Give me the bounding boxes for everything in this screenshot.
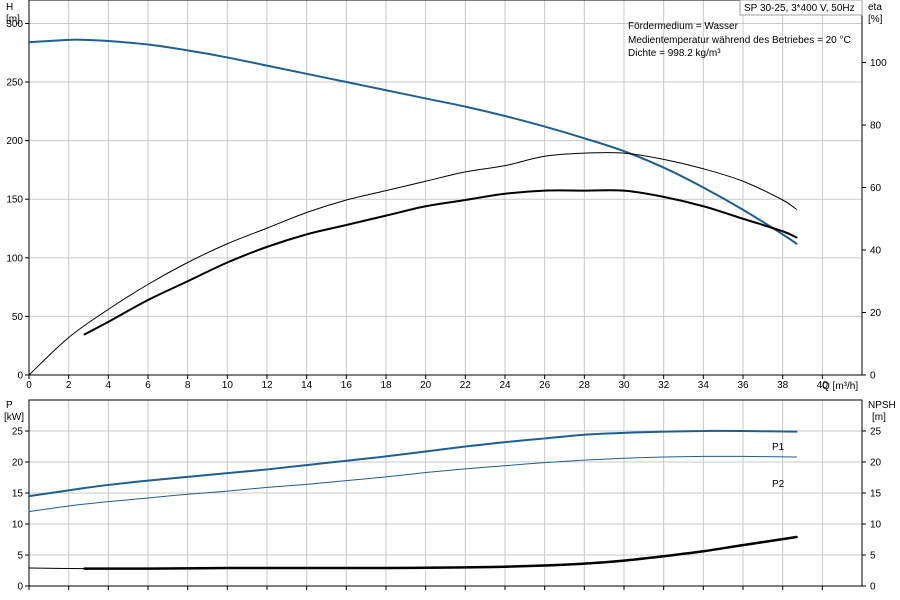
bottom-chart-ticks: 0 5 10 15 20 25 0 5 10 15 20 25 xyxy=(12,427,882,593)
top-right-tick-label-80: 80 xyxy=(870,121,882,132)
top-left-tick-label-150: 150 xyxy=(6,195,23,206)
bottom-left-tick-label-10: 10 xyxy=(12,520,24,531)
x-tick-label-6: 6 xyxy=(145,380,151,391)
bottom-right-tick-label-15: 15 xyxy=(870,489,882,500)
top-chart-series xyxy=(28,38,798,376)
head-axis-unit: [m] xyxy=(6,14,20,25)
flow-axis-title: Q [m³/h] xyxy=(822,381,858,392)
product-badge-box xyxy=(739,0,863,16)
npsh-axis-unit: [m] xyxy=(872,412,886,423)
top-left-tick-label-0: 0 xyxy=(17,371,23,382)
power-axis-unit: [kW] xyxy=(4,412,24,423)
bottom-right-tick-label-20: 20 xyxy=(870,458,882,469)
x-tick-label-20: 20 xyxy=(420,380,432,391)
top-series-line-1 xyxy=(28,152,798,376)
x-tick-label-26: 26 xyxy=(539,380,551,391)
top-left-tick-label-200: 200 xyxy=(6,136,23,147)
top-chart-grid xyxy=(29,0,862,375)
x-tick-label-32: 32 xyxy=(658,380,670,391)
head-axis-title: H xyxy=(6,2,13,13)
info-line-medium: Fördermedium = Wasser xyxy=(628,21,739,32)
x-tick-label-4: 4 xyxy=(106,380,112,391)
info-line-temperature: Medientemperatur während des Betriebes =… xyxy=(628,35,851,46)
x-tick-label-34: 34 xyxy=(698,380,710,391)
x-tick-label-12: 12 xyxy=(261,380,273,391)
top-right-tick-label-60: 60 xyxy=(870,183,882,194)
info-line-density: Dichte = 998.2 kg/m³ xyxy=(628,48,721,59)
bottom-left-tick-label-0: 0 xyxy=(17,582,23,593)
bottom-chart-grid xyxy=(29,400,862,586)
top-chart-frame xyxy=(28,0,863,376)
x-tick-label-14: 14 xyxy=(301,380,313,391)
top-left-tick-label-300: 300 xyxy=(6,19,23,30)
x-tick-label-36: 36 xyxy=(737,380,749,391)
bottom-series-line-0 xyxy=(28,429,798,498)
x-tick-label-28: 28 xyxy=(579,380,591,391)
top-chart-ticks: 0 2 4 6 8 10 12 14 16 18 20 22 24 26 28 30 32 34 36 38 40050… xyxy=(6,19,887,391)
x-tick-label-30: 30 xyxy=(618,380,630,391)
bottom-left-tick-label-15: 15 xyxy=(12,489,24,500)
top-series-line-0 xyxy=(28,38,798,245)
top-left-tick-label-250: 250 xyxy=(6,78,23,89)
product-badge: SP 30-25, 3*400 V, 50Hz xyxy=(744,3,855,14)
x-tick-label-18: 18 xyxy=(380,380,392,391)
bottom-chart-series xyxy=(28,429,798,570)
top-right-tick-label-20: 20 xyxy=(870,308,882,319)
npsh-axis-title: NPSH xyxy=(868,400,896,411)
top-series-line-2 xyxy=(83,189,798,336)
x-tick-label-24: 24 xyxy=(499,380,511,391)
legend-p1-label: P1 xyxy=(772,442,785,453)
bottom-series-line-2 xyxy=(28,567,86,570)
efficiency-axis-unit: [%] xyxy=(868,14,883,25)
bottom-left-tick-label-5: 5 xyxy=(17,551,23,562)
top-right-tick-label-100: 100 xyxy=(870,58,887,69)
bottom-left-tick-label-25: 25 xyxy=(12,427,24,438)
legend-p2-label: P2 xyxy=(772,479,785,490)
bottom-left-tick-label-20: 20 xyxy=(12,458,24,469)
x-tick-label-8: 8 xyxy=(185,380,191,391)
x-tick-label-16: 16 xyxy=(341,380,353,391)
top-left-tick-label-100: 100 xyxy=(6,253,23,264)
bottom-series-line-1 xyxy=(28,455,798,513)
x-tick-label-0: 0 xyxy=(26,380,32,391)
top-right-tick-label-40: 40 xyxy=(870,246,882,257)
power-axis-title: P xyxy=(6,400,13,411)
efficiency-axis-title: eta xyxy=(868,2,882,13)
bottom-right-tick-label-25: 25 xyxy=(870,427,882,438)
top-left-tick-label-50: 50 xyxy=(12,312,24,323)
bottom-right-tick-label-5: 5 xyxy=(870,551,876,562)
bottom-right-tick-label-0: 0 xyxy=(870,582,876,593)
top-right-tick-label-0: 0 xyxy=(870,371,876,382)
x-tick-label-40: 40 xyxy=(817,380,829,391)
bottom-series-line-3 xyxy=(83,535,798,570)
x-tick-label-22: 22 xyxy=(460,380,472,391)
x-tick-label-38: 38 xyxy=(777,380,789,391)
bottom-right-tick-label-10: 10 xyxy=(870,520,882,531)
x-tick-label-2: 2 xyxy=(66,380,72,391)
x-tick-label-10: 10 xyxy=(222,380,234,391)
